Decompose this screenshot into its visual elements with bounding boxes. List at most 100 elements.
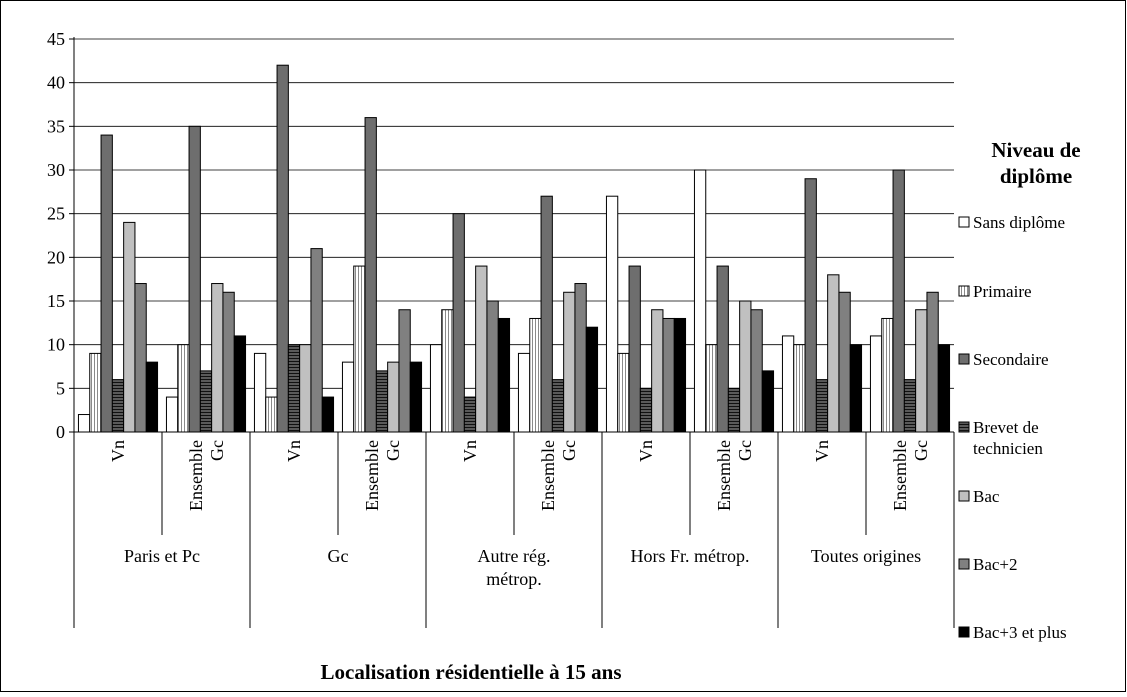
group-label: métrop. — [486, 569, 542, 589]
bar — [409, 361, 423, 433]
bar — [165, 396, 179, 433]
bar — [89, 352, 102, 433]
bar — [892, 169, 905, 433]
category-label: Ensemble — [186, 440, 206, 511]
category-label: Gc — [735, 440, 755, 461]
bar — [739, 300, 752, 433]
category-label: Ensemble — [890, 440, 910, 511]
bar — [705, 344, 718, 433]
legend-label: Bac — [973, 487, 1000, 506]
y-tick-label: 40 — [47, 73, 65, 93]
y-tick-label: 30 — [47, 160, 65, 180]
bar — [177, 344, 190, 433]
y-axis: 0 5 10 15 20 25 30 35 40 45 — [47, 29, 75, 442]
bar — [827, 274, 840, 433]
bar — [100, 134, 113, 433]
y-tick-label: 15 — [47, 291, 65, 311]
legend-label: technicien — [973, 439, 1043, 458]
bar — [815, 379, 829, 433]
group-label: Paris et Pc — [124, 546, 200, 566]
legend-title-line-2: diplôme — [1000, 164, 1072, 188]
category-label: Ensemble — [362, 440, 382, 511]
bar — [551, 379, 565, 433]
bar — [838, 291, 851, 433]
bar — [869, 335, 883, 433]
bar — [265, 396, 278, 433]
category-label: Gc — [559, 440, 579, 461]
bar — [134, 283, 147, 433]
bar — [750, 309, 763, 433]
bar — [937, 344, 951, 433]
bar — [276, 64, 289, 433]
bar — [287, 344, 301, 433]
bar — [111, 379, 125, 433]
bar — [585, 326, 599, 433]
bar — [716, 265, 729, 433]
bar — [517, 352, 531, 433]
bar — [881, 317, 894, 433]
bar — [693, 169, 707, 433]
y-tick-label: 35 — [47, 116, 65, 136]
category-label: Vn — [284, 440, 304, 462]
bar — [761, 370, 775, 433]
bar — [188, 125, 201, 433]
legend-swatch — [958, 216, 970, 228]
bar — [628, 265, 641, 433]
category-label: Vn — [812, 440, 832, 462]
bar — [463, 396, 477, 433]
bars — [77, 64, 951, 433]
legend-label: Bac+3 et plus — [973, 623, 1067, 642]
legend-label: Brevet de — [973, 418, 1039, 437]
bar — [387, 361, 400, 433]
x-axis-title: Localisation résidentielle à 15 ans — [321, 660, 622, 684]
bar — [199, 370, 213, 433]
bar — [563, 291, 576, 433]
y-tick-label: 25 — [47, 204, 65, 224]
legend-swatch — [958, 626, 970, 638]
legend-swatch — [958, 490, 970, 502]
bar — [662, 317, 675, 433]
bar — [849, 344, 863, 433]
bar — [441, 309, 454, 433]
bar — [497, 317, 511, 433]
bar — [639, 387, 653, 433]
group-label: Toutes origines — [811, 546, 921, 566]
bar — [804, 178, 817, 433]
y-tick-label: 5 — [56, 378, 65, 398]
legend-swatch — [958, 353, 970, 365]
bar — [540, 195, 553, 433]
bar — [429, 344, 443, 433]
bar — [793, 344, 806, 433]
bar — [617, 352, 630, 433]
bar — [299, 344, 312, 433]
legend-label: Sans diplôme — [973, 213, 1065, 232]
legend-label: Primaire — [973, 282, 1032, 301]
bar — [926, 291, 939, 433]
bar — [486, 300, 499, 433]
bar — [253, 352, 267, 433]
bar — [375, 370, 389, 433]
legend-label: Bac+2 — [973, 555, 1018, 574]
bar — [123, 221, 136, 433]
legend-title-line-1: Niveau de — [991, 138, 1080, 162]
y-tick-label: 0 — [56, 422, 65, 442]
group-label: Gc — [328, 546, 349, 566]
y-tick-label: 10 — [47, 335, 65, 355]
bar — [574, 283, 587, 433]
bar — [211, 283, 224, 433]
category-label: Vn — [460, 440, 480, 462]
legend: Niveau de diplôme Sans diplôme Primaire Se… — [958, 138, 1081, 642]
legend-swatch — [958, 558, 970, 570]
bar — [529, 317, 542, 433]
bar — [727, 387, 741, 433]
category-label: Ensemble — [538, 440, 558, 511]
category-label: Gc — [911, 440, 931, 461]
bar — [398, 309, 411, 433]
bar — [77, 414, 91, 433]
bar — [364, 117, 377, 433]
category-label: Gc — [207, 440, 227, 461]
bar — [452, 213, 465, 433]
category-label: Gc — [383, 440, 403, 461]
